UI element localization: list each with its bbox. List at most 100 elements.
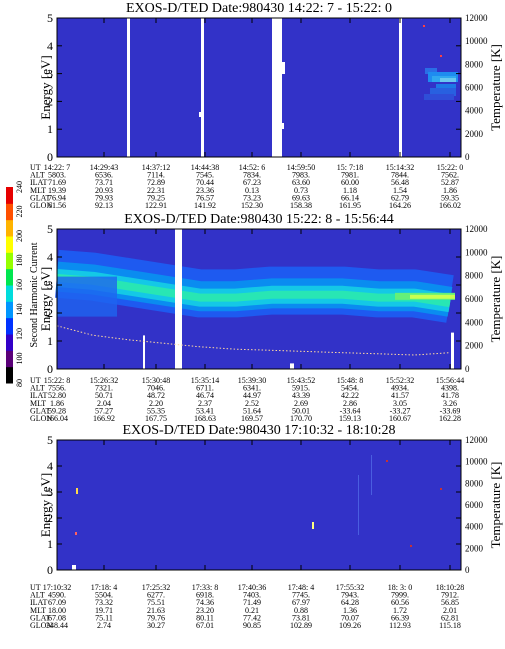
orbit-row-label: ILAT [30,391,47,400]
orbit-table-cell: 17:10:32 [43,583,71,592]
orbit-table-cell: 52.87 [441,178,459,187]
orbit-table-cell: 2.74 [97,621,111,630]
orbit-table-cell: 17:55:32 [336,583,364,592]
y-tick-label: 0 [47,150,53,164]
orbit-table-cell: 15:35:14 [191,376,219,385]
orbit-table-cell: 109.26 [339,621,361,630]
y2-tick-label: 0 [465,364,470,374]
y2-tick-label: 6000 [465,294,484,304]
orbit-row-label: ILAT [30,178,47,187]
orbit-row-label: GLON [30,621,52,630]
colorbar-swatch [6,285,13,302]
temperature-enhancement [430,88,456,96]
y2-tick-label: 2000 [465,129,484,139]
orbit-table-cell: 70.44 [196,178,214,187]
orbit-table-cell: 42.22 [341,391,359,400]
white-noise [143,335,145,374]
colorbar-swatch [6,187,13,204]
colorbar-swatch [6,350,13,368]
orbit-table-cell: 14:29:43 [90,163,118,172]
orbit-table-cell: 14:22: 7 [44,163,70,172]
orbit-table-cell: 6711. [196,384,214,393]
orbit-row-label: GLAT [30,406,51,415]
orbit-table-cell: 0.73 [294,186,308,195]
colorbar-swatch [6,317,13,335]
colorbar-swatch [6,334,13,351]
noise-pixel [410,545,412,547]
orbit-table-cell: 1.36 [343,606,357,615]
orbit-table-cell: 4398. [441,384,459,393]
orbit-table-cell: 30.27 [147,621,165,630]
colorbar-swatch [6,219,13,237]
orbit-table-cell: 7981. [341,171,359,180]
orbit-table-cell: 18: 3: 0 [388,583,412,592]
orbit-table-cell: 167.75 [145,414,167,423]
noise-pixel [440,488,442,490]
orbit-table-cell: 7745. [292,591,310,600]
orbit-table-cell: 0.13 [245,186,259,195]
y2-tick-label: 0 [465,565,470,575]
orbit-table-cell: 1.86 [50,399,64,408]
y-axis-label: Energy [eV] [38,473,53,537]
data-gap [272,18,282,157]
orbit-table-cell: 79.93 [95,193,113,202]
orbit-row-label: UT [30,583,41,592]
orbit-table-cell: 79.25 [147,193,165,202]
y-tick-label: 2 [47,511,53,525]
spectrogram-panel-2: EXOS-D/TED Date:980430 15:22: 8 - 15:56:… [30,212,503,423]
orbit-table-cell: 152.30 [241,201,263,210]
orbit-table-cell: 20.93 [95,186,113,195]
orbit-table-cell: 168.63 [194,414,216,423]
orbit-table-cell: 50.01 [292,406,310,415]
orbit-table-cell: 17:18: 4 [91,583,117,592]
orbit-table-cell: 15:30:48 [142,376,170,385]
orbit-table-cell: 7834. [243,171,261,180]
colorbar-label: Second Harmonic Current [29,242,40,347]
colorbar-tick-label: 80 [15,379,24,387]
orbit-row-label: MLT [30,186,46,195]
orbit-table-cell: 2.52 [245,399,259,408]
orbit-row-label: UT [30,376,41,385]
orbit-table-cell: 15:43:52 [287,376,315,385]
orbit-table-cell: 53.41 [196,406,214,415]
white-noise [451,332,454,377]
y2-axis-label: Temperature [K] [488,256,503,343]
orbit-table-cell: 14:52: 6 [239,163,265,172]
orbit-table-cell: 59.28 [48,406,66,415]
colorbar-tick-label: 220 [15,206,24,218]
orbit-table-cell: 57.27 [95,406,113,415]
y2-tick-label: 12000 [465,435,488,445]
y2-tick-label: 8000 [465,478,484,488]
orbit-table-cell: 15:56:44 [436,376,464,385]
orbit-table-cell: 15:52:32 [386,376,414,385]
orbit-table-cell: 2.04 [97,399,111,408]
orbit-row-label: ALT [30,591,45,600]
orbit-table-cell: 73.23 [243,193,261,202]
orbit-table-cell: 7912. [441,591,459,600]
y2-axis-label: Temperature [K] [488,462,503,549]
orbit-table-cell: 7545. [196,171,214,180]
orbit-table-cell: 164.26 [389,201,411,210]
orbit-table-cell: 17:40:36 [238,583,266,592]
white-noise [199,112,201,117]
y2-axis-label: Temperature [K] [488,44,503,131]
orbit-table-cell: 72.89 [147,178,165,187]
orbit-table-cell: 90.85 [243,621,261,630]
orbit-table-cell: 17:33: 8 [192,583,218,592]
noise-pixel [423,25,425,27]
orbit-table-cell: 23.20 [196,606,214,615]
y-tick-label: 3 [47,278,53,292]
y-axis-label: Energy [eV] [38,267,53,331]
spectrogram-panel-3: EXOS-D/TED Date:980430 17:10:32 - 18:10:… [30,423,503,630]
orbit-table-cell: 56.85 [441,598,459,607]
data-gap [399,18,402,157]
data-gap [175,229,182,369]
orbit-table-cell: 1.72 [393,606,407,615]
panel-title: EXOS-D/TED Date:980430 14:22: 7 - 15:22:… [126,1,392,16]
orbit-table-cell: 69.63 [292,193,310,202]
orbit-table-cell: 122.91 [145,201,167,210]
energy-band [56,274,451,308]
orbit-table-cell: 15:22: 8 [44,376,70,385]
temperature-enhancement [436,84,456,90]
orbit-table-cell: 59.35 [441,193,459,202]
